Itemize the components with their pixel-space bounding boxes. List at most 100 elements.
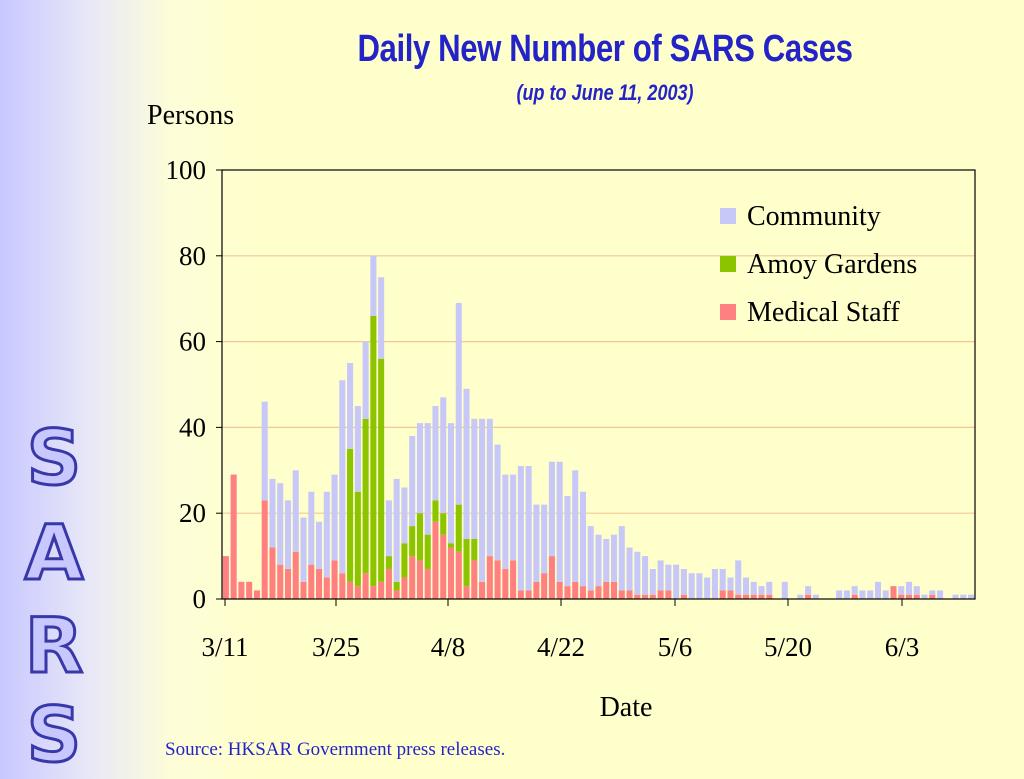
bar-community-16 <box>347 363 354 449</box>
bar-community-50 <box>610 534 618 582</box>
bar-community-39 <box>525 466 532 591</box>
bar-amoy-18 <box>362 418 369 574</box>
bar-community-25 <box>416 423 423 514</box>
bar-amoy-17 <box>354 491 361 587</box>
bar-community-91 <box>929 590 936 595</box>
bar-amoy-31 <box>463 538 470 587</box>
bar-medical-70 <box>766 594 773 599</box>
bar-community-33 <box>479 418 486 582</box>
bar-community-69 <box>758 586 765 595</box>
bar-medical-68 <box>750 594 757 599</box>
bar-community-36 <box>502 474 509 569</box>
bar-medical-38 <box>517 590 524 599</box>
bar-medical-54 <box>642 594 649 599</box>
bar-medical-52 <box>626 590 633 599</box>
bar-community-28 <box>440 397 447 514</box>
bar-medical-35 <box>494 560 501 599</box>
bar-community-20 <box>378 277 385 359</box>
bar-medical-57 <box>665 590 672 599</box>
legend-swatch-community <box>720 208 736 224</box>
side-letter-a: A <box>23 508 85 597</box>
plot-area-border <box>221 169 976 600</box>
bar-community-46 <box>579 491 587 587</box>
bar-medical-39 <box>525 590 532 599</box>
bar-community-30 <box>455 302 462 505</box>
chart-title: Daily New Number of SARS Cases <box>357 28 853 70</box>
bar-community-61 <box>696 573 703 599</box>
bar-community-57 <box>665 564 672 591</box>
bar-amoy-21 <box>385 556 392 569</box>
bar-medical-21 <box>385 568 392 599</box>
bar-medical-18 <box>362 573 369 599</box>
bar-medical-22 <box>393 590 400 599</box>
bar-medical-64 <box>719 590 726 599</box>
bar-medical-36 <box>502 568 509 599</box>
bar-amoy-29 <box>447 543 455 548</box>
bar-medical-45 <box>572 581 579 599</box>
bar-community-5 <box>261 401 268 501</box>
bar-community-14 <box>331 474 338 561</box>
bar-medical-15 <box>339 573 346 599</box>
bar-medical-86 <box>890 586 897 599</box>
legend-label-medical: Medical Staff <box>747 297 900 328</box>
x-tick-label: 3/11 <box>202 632 249 662</box>
side-letter-s1: S <box>25 413 83 502</box>
x-axis-title: Date <box>600 692 653 723</box>
y-tick-label: 80 <box>179 241 206 271</box>
bar-medical-49 <box>603 581 610 599</box>
bar-amoy-24 <box>409 526 416 557</box>
bar-community-63 <box>711 568 718 599</box>
bar-community-53 <box>634 551 641 595</box>
bar-community-11 <box>308 491 315 565</box>
source-note: Source: HKSAR Government press releases. <box>165 739 506 760</box>
x-tick-label: 5/6 <box>658 632 693 662</box>
bar-community-18 <box>362 341 369 419</box>
bar-community-34 <box>486 418 493 557</box>
bar-medical-8 <box>284 568 292 599</box>
legend-label-community: Community <box>747 201 881 232</box>
bar-medical-48 <box>595 586 602 599</box>
bar-medical-51 <box>618 590 625 599</box>
bar-amoy-23 <box>401 543 408 578</box>
bar-medical-40 <box>533 581 540 599</box>
bar-community-7 <box>277 483 284 565</box>
bar-medical-1 <box>230 474 237 599</box>
x-axis: 3/11 3/25 4/8 4/22 5/6 5/20 6/3 <box>202 599 919 662</box>
bar-medical-50 <box>610 581 618 599</box>
bar-medical-20 <box>378 581 385 599</box>
bar-amoy-22 <box>393 581 400 591</box>
y-axis-title: Persons <box>147 100 234 131</box>
bar-medical-25 <box>416 560 423 599</box>
bar-community-10 <box>300 517 307 582</box>
bar-medical-33 <box>479 581 486 599</box>
side-letter-r: R <box>23 601 85 690</box>
bar-community-21 <box>385 500 392 557</box>
bar-community-58 <box>673 564 680 599</box>
bar-medical-10 <box>300 581 307 599</box>
bar-community-40 <box>533 504 540 582</box>
bar-community-83 <box>867 590 874 599</box>
chart-subtitle: (up to June 11, 2003) <box>516 80 694 105</box>
bar-medical-29 <box>447 547 455 599</box>
bar-community-26 <box>424 423 431 535</box>
x-tick-label: 3/25 <box>312 632 360 662</box>
bar-amoy-25 <box>416 513 423 561</box>
bar-medical-7 <box>277 564 284 599</box>
bar-medical-88 <box>905 594 913 599</box>
bar-community-67 <box>742 577 750 595</box>
bar-medical-26 <box>424 568 431 599</box>
legend-swatch-amoy <box>720 256 736 272</box>
bar-community-37 <box>510 474 517 561</box>
bar-medical-24 <box>409 556 416 599</box>
bar-community-81 <box>851 586 858 595</box>
bar-medical-87 <box>898 594 905 599</box>
bar-community-65 <box>727 577 734 591</box>
bar-community-27 <box>432 405 439 501</box>
bar-community-54 <box>642 556 649 595</box>
bar-community-17 <box>354 405 361 492</box>
bar-community-32 <box>471 418 478 539</box>
bar-amoy-27 <box>432 500 439 522</box>
bar-community-74 <box>797 594 804 599</box>
bar-medical-44 <box>564 586 571 599</box>
bar-community-68 <box>750 581 757 595</box>
